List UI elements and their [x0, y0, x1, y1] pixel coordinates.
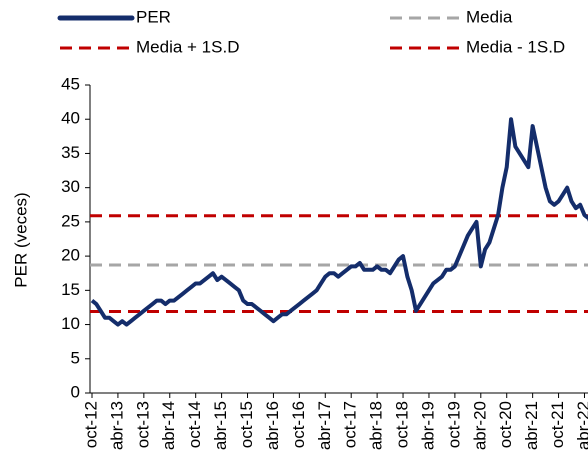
x-tick-label: abr-22: [574, 401, 588, 450]
x-tick-label: abr-14: [159, 401, 178, 450]
x-tick-label: oct-17: [341, 401, 360, 448]
x-tick-label: abr-19: [418, 401, 437, 450]
legend-label: Media + 1S.D: [136, 37, 239, 56]
y-tick-label: 20: [61, 246, 80, 265]
y-tick-label: 25: [61, 211, 80, 230]
x-tick-label: oct-12: [81, 401, 100, 448]
x-tick-label: oct-21: [548, 401, 567, 448]
y-tick-label: 30: [61, 177, 80, 196]
legend-label: PER: [136, 7, 171, 26]
x-tick-label: oct-18: [393, 401, 412, 448]
x-tick-label: oct-15: [237, 401, 256, 448]
y-tick-label: 0: [71, 382, 80, 401]
y-tick-label: 15: [61, 280, 80, 299]
x-tick-label: abr-17: [315, 401, 334, 450]
x-tick-label: abr-13: [107, 401, 126, 450]
x-tick-label: abr-15: [211, 401, 230, 450]
x-tick-label: abr-16: [263, 401, 282, 450]
y-tick-label: 40: [61, 109, 80, 128]
legend-label: Media: [466, 7, 513, 26]
x-tick-label: oct-20: [496, 401, 515, 448]
x-tick-label: oct-14: [185, 401, 204, 448]
x-tick-label: abr-18: [367, 401, 386, 450]
y-tick-label: 5: [71, 348, 80, 367]
y-tick-label: 35: [61, 143, 80, 162]
x-tick-label: abr-20: [470, 401, 489, 450]
y-axis-label: PER (veces): [11, 192, 30, 287]
x-tick-label: oct-16: [289, 401, 308, 448]
y-tick-label: 45: [61, 74, 80, 93]
x-tick-label: oct-13: [133, 401, 152, 448]
y-tick-label: 10: [61, 314, 80, 333]
x-tick-label: oct-19: [444, 401, 463, 448]
legend-label: Media - 1S.D: [466, 37, 565, 56]
x-tick-label: abr-21: [522, 401, 541, 450]
line: [90, 117, 588, 327]
